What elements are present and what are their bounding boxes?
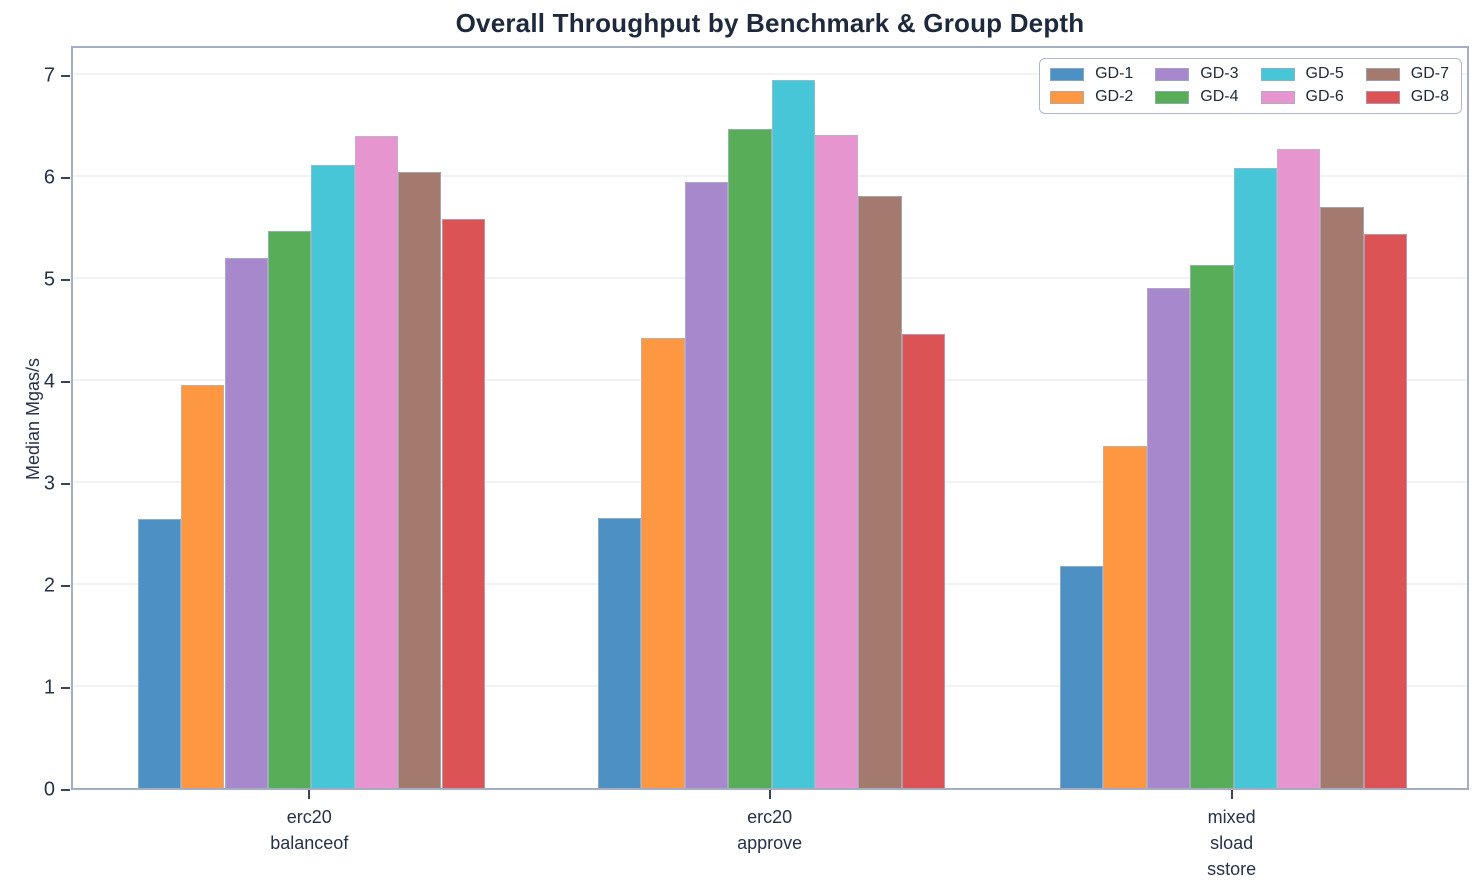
legend-label-gd-7: GD-7 [1410,65,1449,82]
bar-gd-7-erc20-approve [858,196,902,788]
x-tick-mark-2 [768,790,771,799]
legend-label-gd-3: GD-3 [1200,65,1239,82]
y-tick-mark-4 [61,380,70,383]
bar-gd-6-erc20-approve [815,134,859,788]
bar-gd-8-erc20-balanceof [441,218,485,788]
legend-item-gd-8: GD-8 [1365,88,1449,106]
legend-label-gd-4: GD-4 [1200,88,1239,105]
x-tick-label-erc20-balanceof: erc20 balanceof [270,807,349,854]
bar-gd-3-mixed-sload-sstore [1146,287,1191,788]
legend-label-gd-2: GD-2 [1095,88,1134,105]
bar-gd-6-mixed-sload-sstore [1277,149,1321,788]
legend-swatch-gd-3 [1155,67,1190,81]
y-tick-mark-1 [61,686,70,689]
legend-label-gd-5: GD-5 [1305,65,1344,82]
bar-gd-8-mixed-sload-sstore [1363,233,1408,788]
bar-gd-1-erc20-approve [598,517,642,788]
bar-gd-3-erc20-approve [684,181,729,788]
bar-gd-2-erc20-balanceof [181,384,225,788]
x-tick-mark-1 [308,790,311,799]
bar-gd-5-erc20-balanceof [311,165,355,788]
x-tick-mark-3 [1230,790,1233,799]
plot-area: GD-1 GD-2 GD-3 GD-4 GD-5 GD-6 GD-7 GD-8 [71,46,1469,790]
legend: GD-1 GD-2 GD-3 GD-4 GD-5 GD-6 GD-7 GD-8 [1039,58,1462,114]
y-tick-label-4: 4 [43,370,55,393]
bar-gd-2-erc20-approve [641,337,685,788]
legend-item-gd-6: GD-6 [1260,88,1344,106]
legend-label-gd-6: GD-6 [1305,88,1344,105]
y-tick-label-6: 6 [43,166,55,189]
legend-label-gd-1: GD-1 [1095,65,1134,82]
legend-item-gd-7: GD-7 [1365,65,1449,83]
legend-item-gd-1: GD-1 [1050,65,1133,83]
legend-swatch-gd-5 [1260,67,1295,81]
x-tick-label-erc20-approve: erc20 approve [737,807,803,854]
x-tick-label-mixed-sload-sstore: mixed sload sstore [1207,807,1257,880]
bar-gd-4-mixed-sload-sstore [1190,265,1234,788]
bar-gd-4-erc20-balanceof [267,230,312,788]
legend-swatch-gd-1 [1050,67,1085,81]
legend-item-gd-3: GD-3 [1155,65,1239,83]
y-tick-mark-5 [61,278,70,281]
bar-gd-6-erc20-balanceof [354,135,399,788]
bar-gd-7-erc20-balanceof [398,171,442,788]
y-tick-label-5: 5 [43,268,55,291]
bar-gd-4-erc20-approve [728,128,772,788]
y-tick-mark-0 [61,789,70,791]
legend-item-gd-5: GD-5 [1260,65,1344,83]
gridline-y7 [73,72,1467,75]
legend-swatch-gd-7 [1365,67,1400,81]
legend-label-gd-8: GD-8 [1410,88,1449,105]
legend-item-gd-2: GD-2 [1050,88,1133,106]
legend-swatch-gd-6 [1260,90,1295,104]
y-tick-label-3: 3 [43,472,55,495]
y-tick-label-0: 0 [43,778,55,801]
bar-gd-1-erc20-balanceof [137,518,182,788]
y-tick-mark-2 [61,584,70,587]
y-tick-mark-6 [61,176,70,179]
legend-swatch-gd-2 [1050,90,1085,104]
bar-gd-3-erc20-balanceof [224,258,268,788]
legend-swatch-gd-4 [1155,90,1190,104]
bar-gd-5-mixed-sload-sstore [1233,167,1277,788]
bar-gd-7-mixed-sload-sstore [1320,207,1364,788]
bar-gd-5-erc20-approve [771,79,815,788]
y-tick-label-2: 2 [43,574,55,597]
legend-item-gd-4: GD-4 [1155,88,1239,106]
y-tick-mark-7 [61,74,70,77]
bar-gd-1-mixed-sload-sstore [1060,565,1104,788]
legend-swatch-gd-8 [1365,90,1400,104]
y-tick-mark-3 [61,482,70,485]
chart-title: Overall Throughput by Benchmark & Group … [455,8,1085,38]
y-tick-label-1: 1 [43,676,55,699]
bar-gd-2-mixed-sload-sstore [1103,446,1147,788]
y-tick-label-7: 7 [43,64,55,87]
bar-gd-8-erc20-approve [901,333,946,788]
